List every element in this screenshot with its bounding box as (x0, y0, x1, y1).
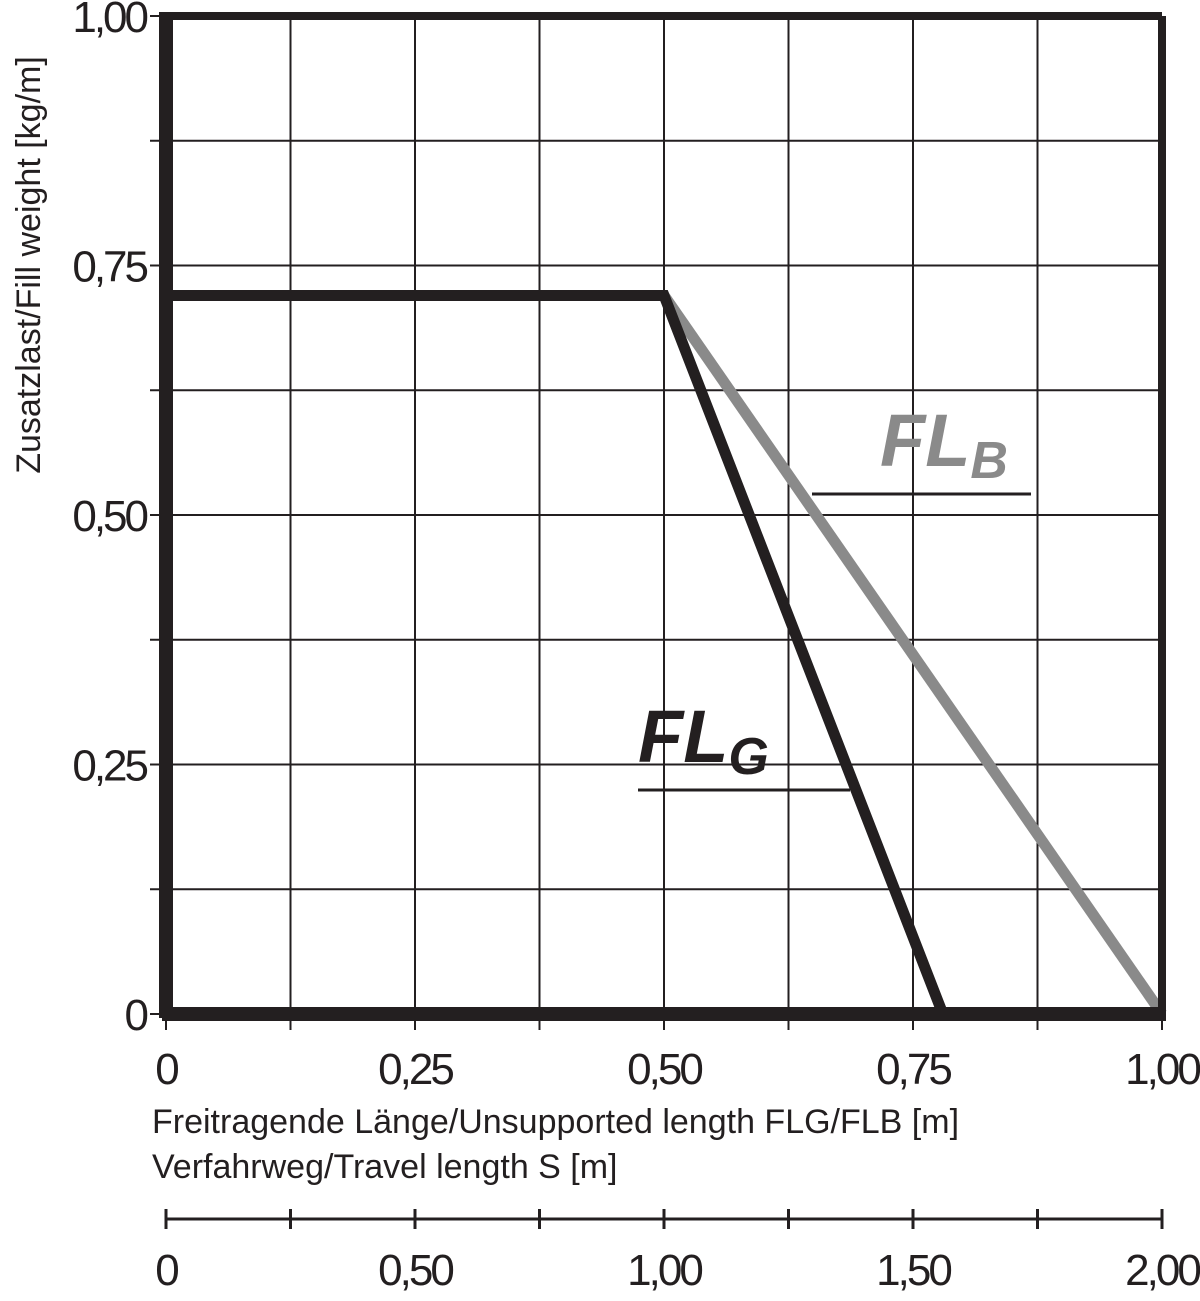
x-axis-title-line-1: Freitragende Länge/Unsupported length FL… (152, 1103, 959, 1141)
y-tick-label: 1,00 (72, 0, 147, 42)
flg-label: FLG (638, 695, 850, 792)
svg-text:FLB: FLB (880, 399, 1008, 490)
plot-frame (159, 12, 1166, 1021)
series-line-flg (166, 289, 949, 1016)
x-tick-label: 0 (155, 1045, 178, 1094)
series-line-flb (659, 292, 1167, 1018)
travel-tick-label: 1,50 (876, 1246, 951, 1295)
series-lines (166, 289, 1167, 1018)
flg-label-main: FL (638, 695, 728, 778)
grid (166, 16, 1162, 1014)
travel-length-axis (164, 1209, 1164, 1229)
flb-label: FLB (812, 399, 1031, 496)
y-tick-labels: 0 0,25 0,50 0,75 1,00 (72, 0, 150, 1040)
flg-label-sub: G (728, 728, 768, 786)
travel-length-tick-labels: 0 0,50 1,00 1,50 2,00 (155, 1246, 1200, 1295)
y-tick-label: 0,50 (72, 492, 147, 541)
y-axis-title: Zusatzlast/Fill weight [kg/m] (10, 56, 48, 474)
x-tick-label: 0,25 (378, 1045, 453, 1094)
x-axis-title-line-2: Verfahrweg/Travel length S [m] (152, 1148, 618, 1186)
x-tick-label: 1,00 (1125, 1045, 1200, 1094)
y-tick-label: 0,75 (72, 243, 147, 292)
x-tick-label: 0,75 (876, 1045, 951, 1094)
travel-tick-label: 0 (155, 1246, 178, 1295)
x-tick-label: 0,50 (627, 1045, 702, 1094)
flb-label-sub: B (970, 432, 1008, 490)
svg-text:FLG: FLG (638, 695, 769, 786)
flb-label-main: FL (880, 399, 970, 482)
travel-tick-label: 0,50 (378, 1246, 453, 1295)
y-tick-label: 0 (125, 991, 148, 1040)
y-tick-label: 0,25 (72, 742, 147, 791)
travel-tick-label: 2,00 (1125, 1246, 1200, 1295)
travel-tick-label: 1,00 (627, 1246, 702, 1295)
y-minor-ticks (150, 15, 1163, 1030)
x-tick-labels: 0 0,25 0,50 0,75 1,00 (155, 1045, 1200, 1094)
